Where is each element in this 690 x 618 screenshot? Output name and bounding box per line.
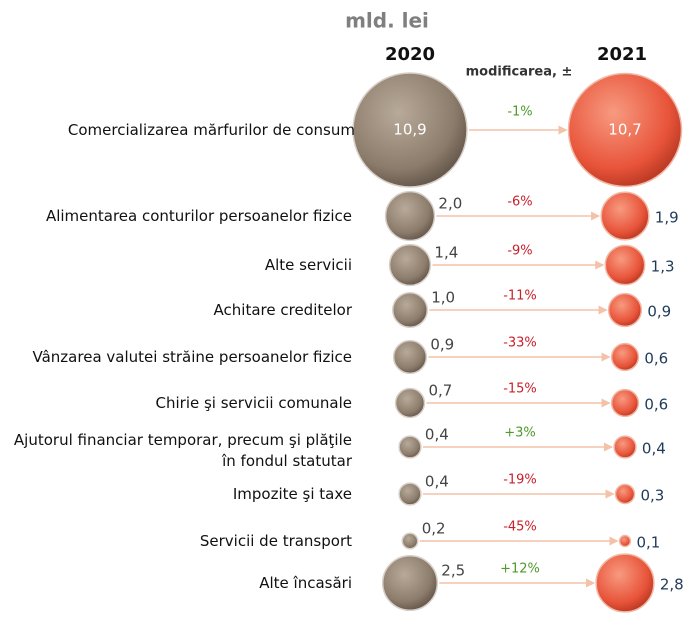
change-label: -6% <box>507 195 532 210</box>
category-label: Chirie şi servicii comunale <box>155 393 352 412</box>
bubble <box>401 532 419 550</box>
value-label: 0,3 <box>640 487 664 505</box>
value-label: 0,9 <box>430 336 454 354</box>
change-label: -9% <box>507 244 532 259</box>
category-label: Vânzarea valutei străine persoanelor fiz… <box>32 347 352 366</box>
change-label: -45% <box>503 520 537 535</box>
value-label: 0,4 <box>425 473 449 491</box>
category-label: Alte servicii <box>264 255 352 274</box>
bubble <box>610 342 640 372</box>
change-label: -19% <box>503 473 537 488</box>
change-label: -15% <box>503 382 537 397</box>
value-label: 0,6 <box>644 350 668 368</box>
value-label: 0,2 <box>422 520 446 538</box>
bubble <box>384 190 436 242</box>
change-label: -11% <box>503 289 537 304</box>
bubble <box>391 291 429 329</box>
bubble <box>398 482 422 506</box>
value-label: 2,5 <box>441 562 465 580</box>
series-header: 2020 <box>385 44 435 65</box>
bubble <box>614 483 636 505</box>
value-label: 2,8 <box>660 576 684 594</box>
bubble <box>388 243 432 287</box>
bubble <box>392 339 428 375</box>
category-label: Servicii de transport <box>199 531 352 550</box>
value-label: 0,9 <box>647 303 671 321</box>
value-label: 10,9 <box>393 121 426 139</box>
category-label: Alte încasări <box>259 573 352 592</box>
value-label: 2,0 <box>438 195 462 213</box>
change-header: modificarea, ± <box>466 65 573 80</box>
value-label: 1,4 <box>434 244 458 262</box>
bubble <box>381 554 439 612</box>
change-label: +3% <box>504 426 536 441</box>
category-label: Comercializarea mărfurilor de consum <box>67 120 355 139</box>
category-label: Achitare creditelor <box>213 300 352 319</box>
bubble <box>352 72 468 188</box>
chart-title: mld. lei <box>345 9 429 33</box>
change-label: -33% <box>503 336 537 351</box>
value-label: 0,4 <box>425 426 449 444</box>
value-label: 10,7 <box>608 121 641 139</box>
bubble <box>610 388 640 418</box>
category-label: Alimentarea conturilor persoanelor fizic… <box>45 206 352 225</box>
bubble <box>618 534 632 548</box>
bubble <box>398 435 422 459</box>
bubble <box>607 292 643 328</box>
bubble <box>613 435 637 459</box>
bubble <box>600 191 650 241</box>
value-label: 1,0 <box>431 289 455 307</box>
value-label: 0,4 <box>642 440 666 458</box>
value-label: 0,6 <box>644 396 668 414</box>
bubble <box>604 244 646 286</box>
value-label: 1,9 <box>655 209 679 227</box>
change-label: -1% <box>507 105 532 120</box>
value-label: 1,3 <box>651 258 675 276</box>
bubble <box>394 387 426 419</box>
series-header: 2021 <box>597 44 647 65</box>
bubble <box>595 553 655 613</box>
value-label: 0,7 <box>428 382 452 400</box>
bubble <box>567 72 683 188</box>
value-label: 0,1 <box>636 534 660 552</box>
change-label: +12% <box>500 562 540 577</box>
category-label: Ajutorul financiar temporar, precum şi p… <box>13 431 352 470</box>
category-label: Impozite şi taxe <box>232 484 352 503</box>
